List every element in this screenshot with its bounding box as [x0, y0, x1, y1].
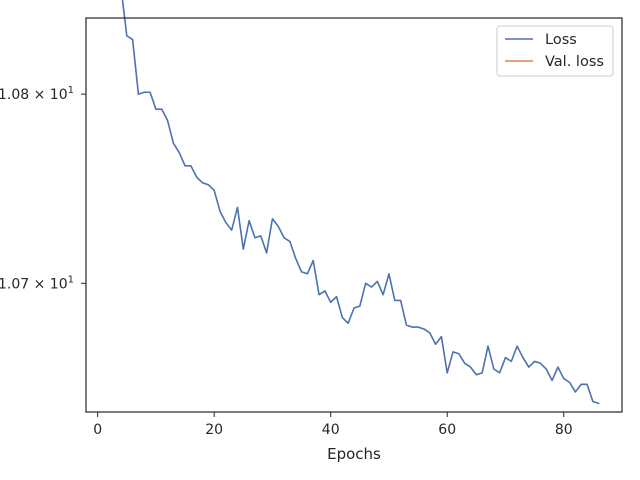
- y-tick-label: 1.08 × 101: [0, 85, 74, 103]
- y-axis: 1.07 × 101 1.08 × 101: [0, 85, 86, 292]
- x-axis-label: Epochs: [327, 445, 381, 463]
- axes-frame: [85, 17, 623, 413]
- series-line-loss: [121, 0, 600, 405]
- x-tick-label: 20: [205, 422, 223, 438]
- x-tick-label: 0: [93, 422, 102, 438]
- legend-label-loss: Loss: [545, 32, 577, 48]
- x-axis: 0 20 40 60 80: [93, 412, 573, 438]
- legend-label-val-loss: Val. loss: [545, 54, 604, 70]
- x-tick-label: 60: [438, 422, 456, 438]
- plot-area: [121, 0, 600, 405]
- y-tick-label: 1.07 × 101: [0, 274, 74, 292]
- x-tick-label: 80: [555, 422, 573, 438]
- x-tick-label: 40: [322, 422, 340, 438]
- legend: Loss Val. loss: [496, 25, 614, 77]
